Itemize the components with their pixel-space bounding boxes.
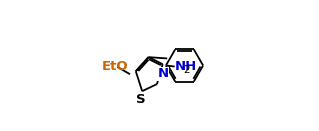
- Text: NH: NH: [175, 60, 197, 73]
- Text: N: N: [158, 67, 169, 80]
- Text: EtO: EtO: [102, 60, 129, 73]
- Text: 2: 2: [183, 65, 189, 75]
- Text: S: S: [136, 93, 145, 106]
